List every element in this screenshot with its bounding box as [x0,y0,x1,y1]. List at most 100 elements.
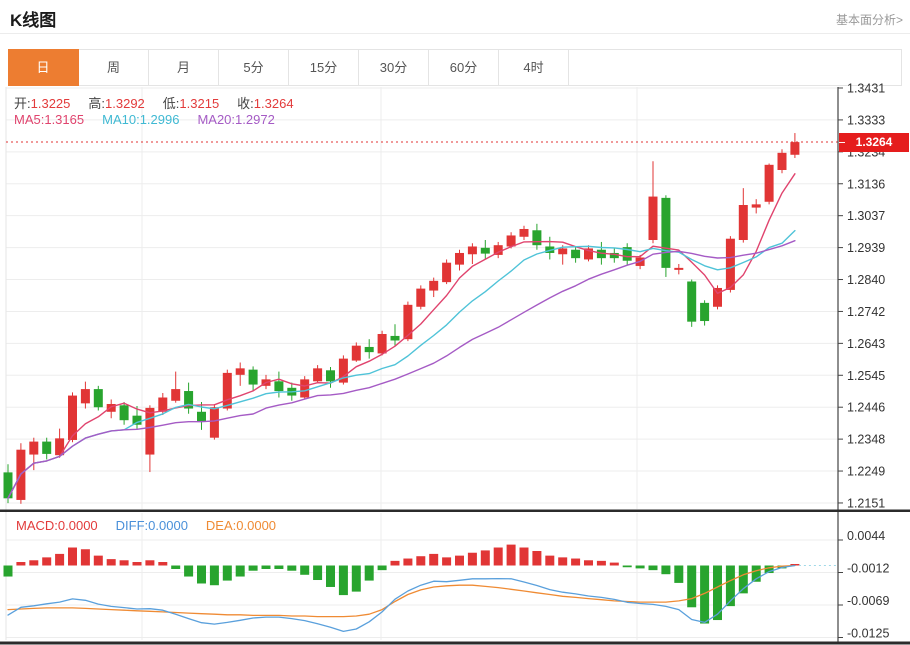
price-axis-label: 1.2939 [847,241,885,255]
macd-bar [467,552,477,566]
price-axis-label: 1.3136 [847,177,885,191]
macd-bar [3,565,13,577]
macd-bar [132,562,142,566]
tab-30分[interactable]: 30分 [359,50,429,85]
candle-body [519,228,529,237]
macd-bar [480,550,490,566]
dea-line [7,564,796,618]
macd-bar [55,553,65,566]
candle-body [661,197,671,268]
ma5-line [7,173,796,499]
macd-bar [171,565,181,569]
macd-bar [222,565,232,581]
macd-bar [287,565,297,571]
candle-body [648,196,658,241]
bottom-border [0,641,910,645]
tab-日[interactable]: 日 [8,49,79,86]
candle-body [764,164,774,202]
candle-body [674,267,684,270]
candle-body [364,346,374,353]
macd-bar [313,565,323,581]
indicator-pair: 高:1.3292 [88,96,145,111]
indicator-pair: MA5:1.3165 [14,112,85,127]
candle-body [222,372,232,409]
candle-body [42,441,52,454]
candle-body [93,389,103,408]
macd-axis-label: -0.0125 [847,627,889,641]
tab-60分[interactable]: 60分 [429,50,499,85]
macd-bar [197,565,206,584]
candle-body [596,249,606,259]
candle-body [158,397,168,412]
candle-body [338,358,348,383]
macd-bar [80,549,90,566]
candle-body [106,403,116,412]
macd-bar [364,565,374,581]
candle-body [558,248,568,255]
candle-body [506,235,516,247]
macd-bar [261,565,271,569]
candle-body [751,204,761,208]
ma10-line [7,229,796,499]
macd-bar [764,565,774,574]
macd-bar [209,565,219,586]
macd-bar [184,565,194,577]
macd-bar [738,565,748,594]
ma-readout: MA5:1.3165 MA10:1.2996 MA20:1.2972 [14,112,293,127]
macd-bar [377,565,387,571]
macd-bar [584,560,593,566]
candle-body [145,407,155,455]
ohlc-readout: 开:1.3225 高:1.3292 低:1.3215 收:1.3264 [14,93,312,112]
macd-bar [274,565,284,569]
tab-周[interactable]: 周 [79,50,149,85]
indicator-pair: 开:1.3225 [14,96,71,111]
candle-body [700,302,710,322]
candle-body [184,391,194,409]
indicator-pair: MA20:1.2972 [197,112,275,127]
indicator-pair: DEA:0.0000 [205,518,277,533]
candle-body [622,247,632,261]
indicator-pair: MA10:1.2996 [102,112,180,127]
price-axis-label: 1.2643 [847,337,885,351]
price-axis-label: 1.3431 [847,82,885,96]
header-divider [0,33,910,34]
candle-body [493,245,503,255]
tab-15分[interactable]: 15分 [289,50,359,85]
macd-bar [235,565,245,577]
macd-bar [338,565,348,596]
macd-bar [300,565,310,575]
macd-bar [106,559,116,566]
candle-body [171,389,181,401]
candle-body [790,142,800,155]
macd-bar [751,565,761,582]
candle-body [29,441,39,455]
macd-axis-label: -0.0069 [847,594,889,608]
candle-body [351,345,361,361]
tab-月[interactable]: 月 [149,50,219,85]
macd-bar [248,565,258,571]
macd-bar [687,565,697,608]
macd-bar [429,553,439,566]
price-axis-label: 1.2151 [847,496,885,510]
candle-body [274,381,284,392]
candle-body [132,415,142,425]
macd-bar [648,565,658,571]
macd-bar [596,560,606,566]
candle-body [390,335,400,341]
fundamental-analysis-link[interactable]: 基本面分析> [835,13,903,27]
macd-bar [674,565,684,583]
macd-bar [545,555,555,566]
candle-body [738,205,748,241]
candle-body [80,389,90,404]
candle-body [326,370,335,382]
macd-bar [16,562,26,566]
tab-5分[interactable]: 5分 [219,50,289,85]
macd-bar [416,556,426,566]
diff-line [7,564,796,633]
macd-bar [455,555,464,566]
macd-bar [442,557,452,566]
tab-4时[interactable]: 4时 [499,50,569,85]
candle-body [68,395,77,440]
